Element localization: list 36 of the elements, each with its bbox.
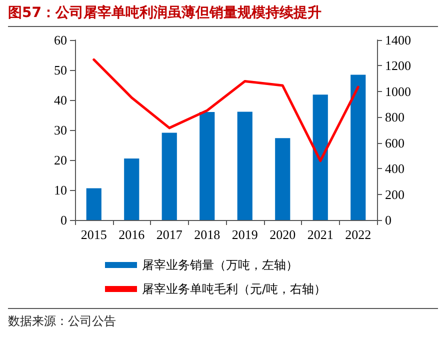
y-tick-label: 10 — [54, 182, 67, 198]
legend-label: 屠宰业务销量（万吨，左轴） — [142, 258, 298, 272]
x-tick-label: 2017 — [156, 227, 183, 242]
y2-tick-label: 0 — [385, 212, 392, 228]
y2-tick-label: 1400 — [385, 32, 411, 48]
y-tick-label: 30 — [54, 122, 67, 138]
bar — [350, 74, 366, 220]
y2-tick-label: 800 — [385, 110, 404, 125]
line-series — [92, 58, 360, 162]
y2-tick-label: 200 — [385, 186, 404, 202]
source-note: 数据来源：公司公告 — [8, 308, 438, 330]
bar — [86, 188, 102, 220]
y2-tick-label: 400 — [385, 161, 404, 176]
bar — [312, 94, 328, 220]
x-tick-label: 2020 — [270, 227, 296, 242]
legend-label: 屠宰业务单吨毛利（元/吨，右轴） — [142, 282, 326, 296]
x-tick-label: 2016 — [118, 227, 146, 242]
x-tick-label: 2019 — [232, 227, 258, 242]
y-tick-label: 20 — [54, 152, 67, 168]
bar — [162, 132, 177, 220]
y2-tick-label: 600 — [385, 135, 404, 150]
x-tick-label: 2015 — [80, 227, 107, 242]
bar — [275, 138, 290, 220]
x-tick-label: 2018 — [194, 227, 220, 242]
y-tick-label: 60 — [54, 32, 67, 48]
y-tick-label: 50 — [54, 62, 67, 78]
y-tick-label: 0 — [60, 212, 67, 228]
y-tick-label: 40 — [54, 92, 67, 108]
x-tick-label: 2022 — [345, 227, 372, 242]
bar — [200, 112, 215, 220]
y2-tick-label: 1200 — [385, 58, 411, 74]
y2-tick-label: 1000 — [385, 84, 411, 99]
chart-title: 图57：公司屠宰单吨利润虽薄但销量规模持续提升 — [8, 4, 438, 27]
bar — [124, 158, 140, 220]
x-tick-label: 2021 — [307, 227, 334, 242]
bar — [237, 112, 252, 220]
